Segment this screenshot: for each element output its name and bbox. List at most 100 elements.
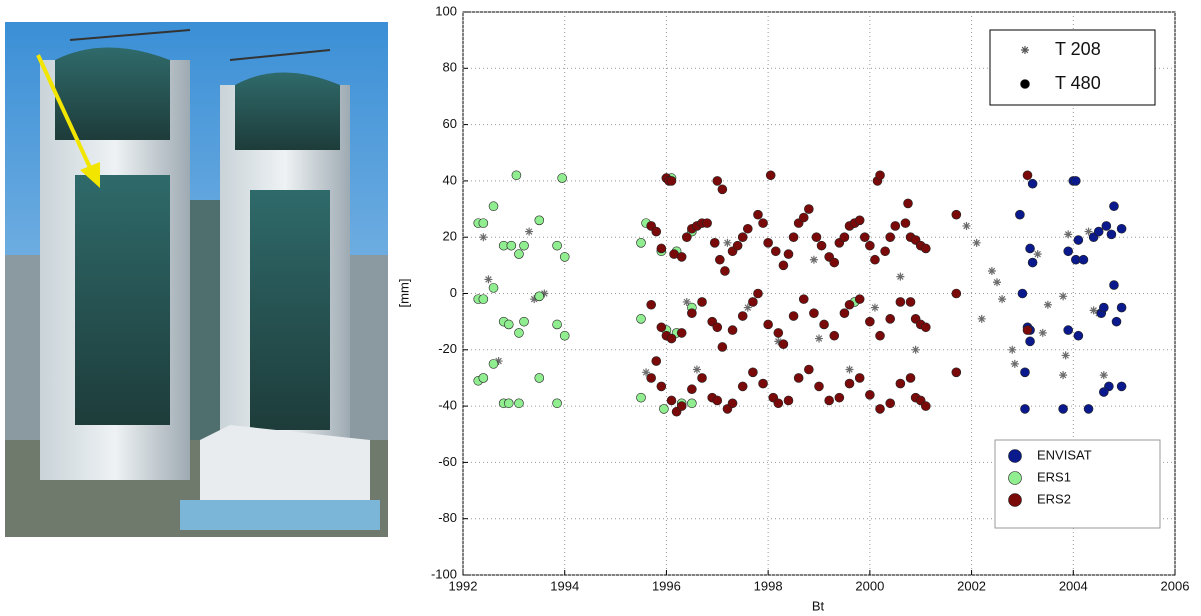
y-tick-label: -20 [438,341,457,356]
legend-marker [1009,494,1022,507]
point [789,233,798,242]
point [687,385,696,394]
point [535,292,544,301]
point [845,300,854,309]
point [748,297,757,306]
point [753,210,762,219]
point [479,219,488,228]
point [812,233,821,242]
point [489,283,498,292]
point [771,247,780,256]
point [1102,221,1111,230]
point [748,368,757,377]
point [1064,326,1073,335]
photo [5,22,388,537]
point [830,258,839,267]
point [652,357,661,366]
point [553,320,562,329]
point [687,309,696,318]
point [713,176,722,185]
point [1094,227,1103,236]
point [1026,337,1035,346]
point [504,320,513,329]
asterisk-point [1011,360,1019,368]
point [507,241,516,250]
point [520,241,529,250]
point [1107,230,1116,239]
point [489,202,498,211]
point [855,295,864,304]
point [703,219,712,228]
point [718,185,727,194]
point [677,402,686,411]
point [637,314,646,323]
point [520,317,529,326]
point [659,404,668,413]
point [1020,368,1029,377]
legend-label: ERS1 [1037,469,1071,484]
point [784,250,793,259]
point [952,368,961,377]
point [1023,171,1032,180]
point [560,331,569,340]
asterisk-point [973,239,981,247]
point [743,224,752,233]
point [1074,331,1083,340]
legend-label: ENVISAT [1037,447,1092,462]
point [784,396,793,405]
x-tick-label: 2002 [957,578,986,593]
y-axis-label: [mm] [396,279,411,308]
point [535,216,544,225]
chart: Bt [mm] -100-80-60-40-200204060801001992… [396,3,1189,613]
point [1059,404,1068,413]
point [553,241,562,250]
asterisk-point [1064,230,1072,238]
point [489,359,498,368]
asterisk-point [1034,250,1042,258]
point [728,326,737,335]
point [637,393,646,402]
point [687,399,696,408]
point [1109,281,1118,290]
point [759,219,768,228]
point [715,255,724,264]
x-tick-label: 2006 [1161,578,1190,593]
point [1084,404,1093,413]
asterisk-point [815,335,823,343]
point [698,373,707,382]
point [921,402,930,411]
point [553,399,562,408]
point [952,210,961,219]
point [720,266,729,275]
point [865,317,874,326]
point [820,320,829,329]
point [825,396,834,405]
point [876,171,885,180]
asterisk-point [525,228,533,236]
point [558,174,567,183]
asterisk-point [1044,301,1052,309]
point [865,241,874,250]
point [677,328,686,337]
x-tick-label: 1992 [449,578,478,593]
asterisk-point [962,222,970,230]
point [766,171,775,180]
point [667,176,676,185]
point [1023,326,1032,335]
point [779,340,788,349]
x-tick-label: 2000 [855,578,884,593]
point [738,382,747,391]
point [1109,202,1118,211]
point [1028,179,1037,188]
point [1064,247,1073,256]
point [855,216,864,225]
asterisk-point [723,239,731,247]
asterisk-point [912,346,920,354]
asterisk-point [1062,351,1070,359]
asterisk-point [978,315,986,323]
point [1020,404,1029,413]
point [1099,388,1108,397]
point [904,199,913,208]
point [876,404,885,413]
point [815,382,824,391]
